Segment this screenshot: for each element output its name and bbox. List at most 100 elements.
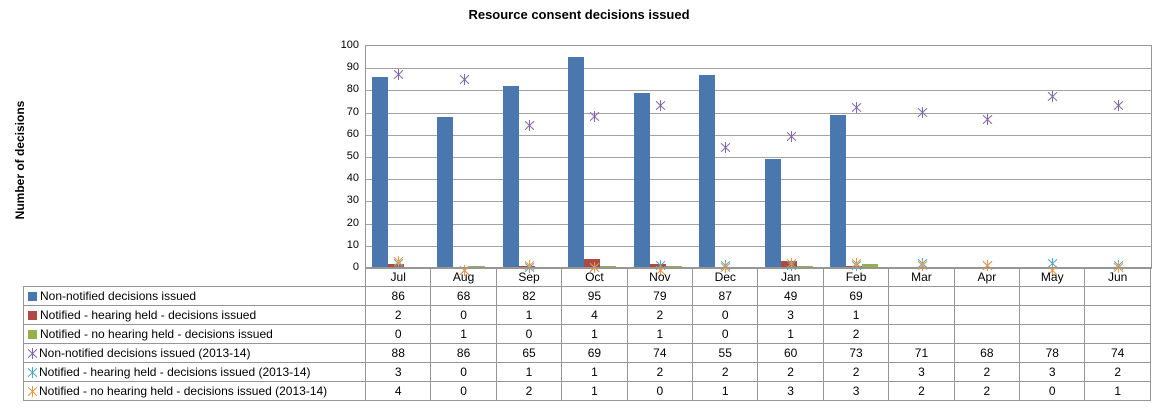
bar: [861, 263, 878, 268]
legend-label-cell: Notified - hearing held - decisions issu…: [23, 362, 366, 382]
bar: [699, 74, 716, 268]
plot-area: [365, 45, 1152, 276]
star-marker-icon: [524, 118, 535, 132]
table-value-cell: 2: [626, 362, 694, 382]
y-tick-label: 50: [346, 150, 359, 162]
table-row: Notified - no hearing held - decisions i…: [23, 381, 1151, 401]
table-value-cell: 2: [953, 362, 1021, 382]
table-value-cell: 3: [364, 362, 432, 382]
table-value-cell: 3: [888, 362, 955, 382]
table-value-cell: 1: [495, 362, 563, 382]
table-value-cell: 68: [430, 286, 497, 306]
table-row: Non-notified decisions issued (2013-14) 8…: [23, 343, 1151, 363]
month-header-cell: Dec: [692, 267, 759, 287]
table-value-cell: 2: [953, 381, 1021, 401]
legend-label-cell: Non-notified decisions issued: [23, 286, 366, 306]
table-value-cell: 0: [692, 305, 759, 325]
table-value-cell: [953, 305, 1021, 325]
table-value-cell: [888, 305, 955, 325]
table-value-cell: 65: [495, 343, 563, 363]
star-marker-glyph: [851, 102, 862, 114]
table-value-cell: 2: [626, 305, 694, 325]
legend-star-icon: [27, 386, 38, 398]
table-value-cell: 0: [430, 381, 497, 401]
month-header-cell: Feb: [822, 267, 890, 287]
table-value-cell: 86: [430, 343, 497, 363]
legend-label-text: Non-notified decisions issued: [40, 289, 197, 303]
table-value-cell: [953, 286, 1021, 306]
table-value-cell: 49: [757, 286, 824, 306]
table-value-cell: 2: [692, 362, 759, 382]
table-value-cell: [1019, 305, 1086, 325]
table-value-cell: 2: [1084, 362, 1151, 382]
gridline: [366, 223, 1151, 225]
legend-label-cell: Notified - no hearing held - decisions i…: [23, 381, 366, 401]
month-header-cell: Jul: [364, 267, 432, 287]
star-marker-glyph: [590, 111, 600, 123]
star-marker-icon: [851, 256, 862, 269]
table-value-cell: 73: [822, 343, 890, 363]
star-marker-glyph: [851, 257, 862, 269]
star-marker-icon: [589, 109, 600, 123]
table-value-cell: [888, 286, 955, 306]
star-marker-glyph: [917, 106, 927, 118]
star-marker-icon: [459, 72, 470, 85]
month-header-cell: Jan: [757, 267, 824, 287]
table-value-cell: 4: [561, 305, 628, 325]
table-value-cell: 1: [495, 305, 563, 325]
table-value-cell: 1: [1084, 381, 1151, 401]
star-marker-icon: [917, 105, 928, 118]
star-marker-glyph: [1113, 100, 1124, 112]
bar: [780, 261, 797, 268]
gridline: [366, 134, 1151, 136]
table-value-cell: 2: [757, 362, 824, 382]
month-header-cell: May: [1019, 267, 1086, 287]
legend-swatch-icon: [28, 330, 37, 340]
star-marker-icon: [720, 140, 731, 154]
legend-label-cell: Non-notified decisions issued (2013-14): [23, 343, 366, 363]
table-value-cell: 1: [692, 381, 759, 401]
gridline: [366, 245, 1151, 247]
table-value-cell: 1: [561, 381, 628, 401]
data-table: Jul Aug Sep Oct Nov Dec Jan Feb Mar Apr May Jun Non-…: [23, 267, 1151, 401]
table-value-cell: 0: [364, 324, 432, 344]
star-marker-glyph: [393, 69, 404, 81]
y-tick-label: 0: [352, 261, 359, 273]
table-value-cell: 2: [495, 381, 563, 401]
table-value-cell: 88: [364, 343, 432, 363]
star-marker-icon: [982, 112, 993, 125]
legend-swatch-icon: [28, 311, 37, 321]
y-tick-label: 100: [340, 39, 359, 51]
table-value-cell: 0: [430, 305, 497, 325]
bar: [665, 265, 682, 268]
month-header-cell: Apr: [953, 267, 1021, 287]
table-value-cell: 2: [822, 324, 890, 344]
star-marker-glyph: [393, 255, 404, 267]
table-value-cell: 95: [561, 286, 628, 306]
table-value-cell: [1019, 286, 1086, 306]
y-tick-label: 80: [346, 83, 359, 96]
month-header-cell: Mar: [888, 267, 955, 287]
table-value-cell: [1084, 305, 1151, 325]
gridline: [366, 90, 1151, 92]
table-value-cell: [953, 324, 1021, 344]
legend-label-cell: Notified - no hearing held - decisions i…: [23, 324, 366, 344]
table-value-cell: 3: [822, 381, 890, 401]
bar: [437, 117, 454, 268]
table-value-cell: 55: [692, 343, 759, 363]
star-marker-icon: [655, 98, 666, 112]
y-tick-label: 40: [346, 172, 359, 185]
table-value-cell: 1: [561, 362, 628, 382]
legend-star-icon: [27, 367, 38, 379]
legend-label-cell: Notified - hearing held - decisions issu…: [23, 305, 366, 325]
table-value-cell: 2: [364, 305, 432, 325]
table-value-cell: 2: [822, 362, 890, 382]
table-value-cell: 69: [561, 343, 628, 363]
bar: [568, 57, 585, 268]
table-value-cell: 0: [626, 381, 694, 401]
month-header-cell: Jun: [1084, 267, 1151, 287]
legend-swatch-icon: [28, 292, 37, 302]
table-value-cell: 1: [561, 324, 628, 344]
bar: [649, 263, 666, 268]
